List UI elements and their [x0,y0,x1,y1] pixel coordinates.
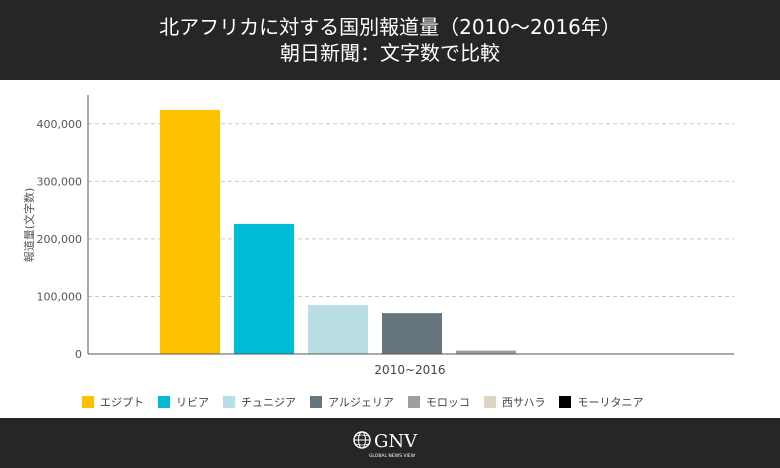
gnv-logo: GNV GLOBAL NEWS VIEW [353,431,418,459]
legend-label: モロッコ [425,396,470,409]
bar-4 [456,350,516,354]
legend-label: アルジェリア [328,396,394,409]
legend-item-algeria: アルジェリア [310,394,394,410]
x-category-label: 2010~2016 [374,363,445,377]
logo-text: GNV [374,431,418,452]
legend-swatch [158,396,170,408]
y-axis-label: 報道量(文字数) [22,188,36,263]
y-tick-label: 0 [75,348,82,361]
legend-item-libya: リビア [158,394,209,410]
legend-label: エジプト [100,396,144,409]
y-tick-labels: 0 100,000 200,000 300,000 400,000 [37,118,83,361]
bars [160,109,516,354]
chart-subtitle: 朝日新聞：文字数で比較 [280,41,500,65]
legend-item-egypt: エジプト [82,394,144,410]
y-tick-label: 400,000 [37,118,83,131]
footer: GNV GLOBAL NEWS VIEW [0,418,780,468]
bar-0 [160,109,220,354]
legend-label: リビア [176,396,209,409]
bar-1 [234,223,294,354]
y-tick-label: 100,000 [37,290,83,303]
legend-swatch [407,396,420,408]
legend-swatch [483,396,496,408]
legend-item-mauritania: モーリタニア [559,394,643,410]
legend-item-morocco: モロッコ [407,394,470,410]
legend-label: 西サハラ [501,396,546,409]
bar-3 [382,313,442,354]
bar-2 [308,305,368,354]
legend-swatch [559,396,572,408]
logo-subtext: GLOBAL NEWS VIEW [369,453,416,459]
legend-item-tunisia: チュニジア [223,394,296,410]
y-tick-label: 300,000 [37,175,83,188]
globe-icon [353,431,371,449]
legend-item-western-sahara: 西サハラ [483,394,546,410]
legend-label: チュニジア [241,396,296,409]
chart-header: 北アフリカに対する国別報道量（2010〜2016年） 朝日新聞：文字数で比較 [0,0,780,80]
y-tick-label: 200,000 [37,233,83,246]
chart-title: 北アフリカに対する国別報道量（2010〜2016年） [159,15,621,39]
chart-legend: エジプト リビア チュニジア アルジェリア モロッコ 西サハラ モーリタニア [82,394,643,410]
legend-swatch [310,396,322,408]
legend-swatch [82,396,94,408]
legend-label: モーリタニア [577,396,644,409]
legend-swatch [223,396,235,408]
